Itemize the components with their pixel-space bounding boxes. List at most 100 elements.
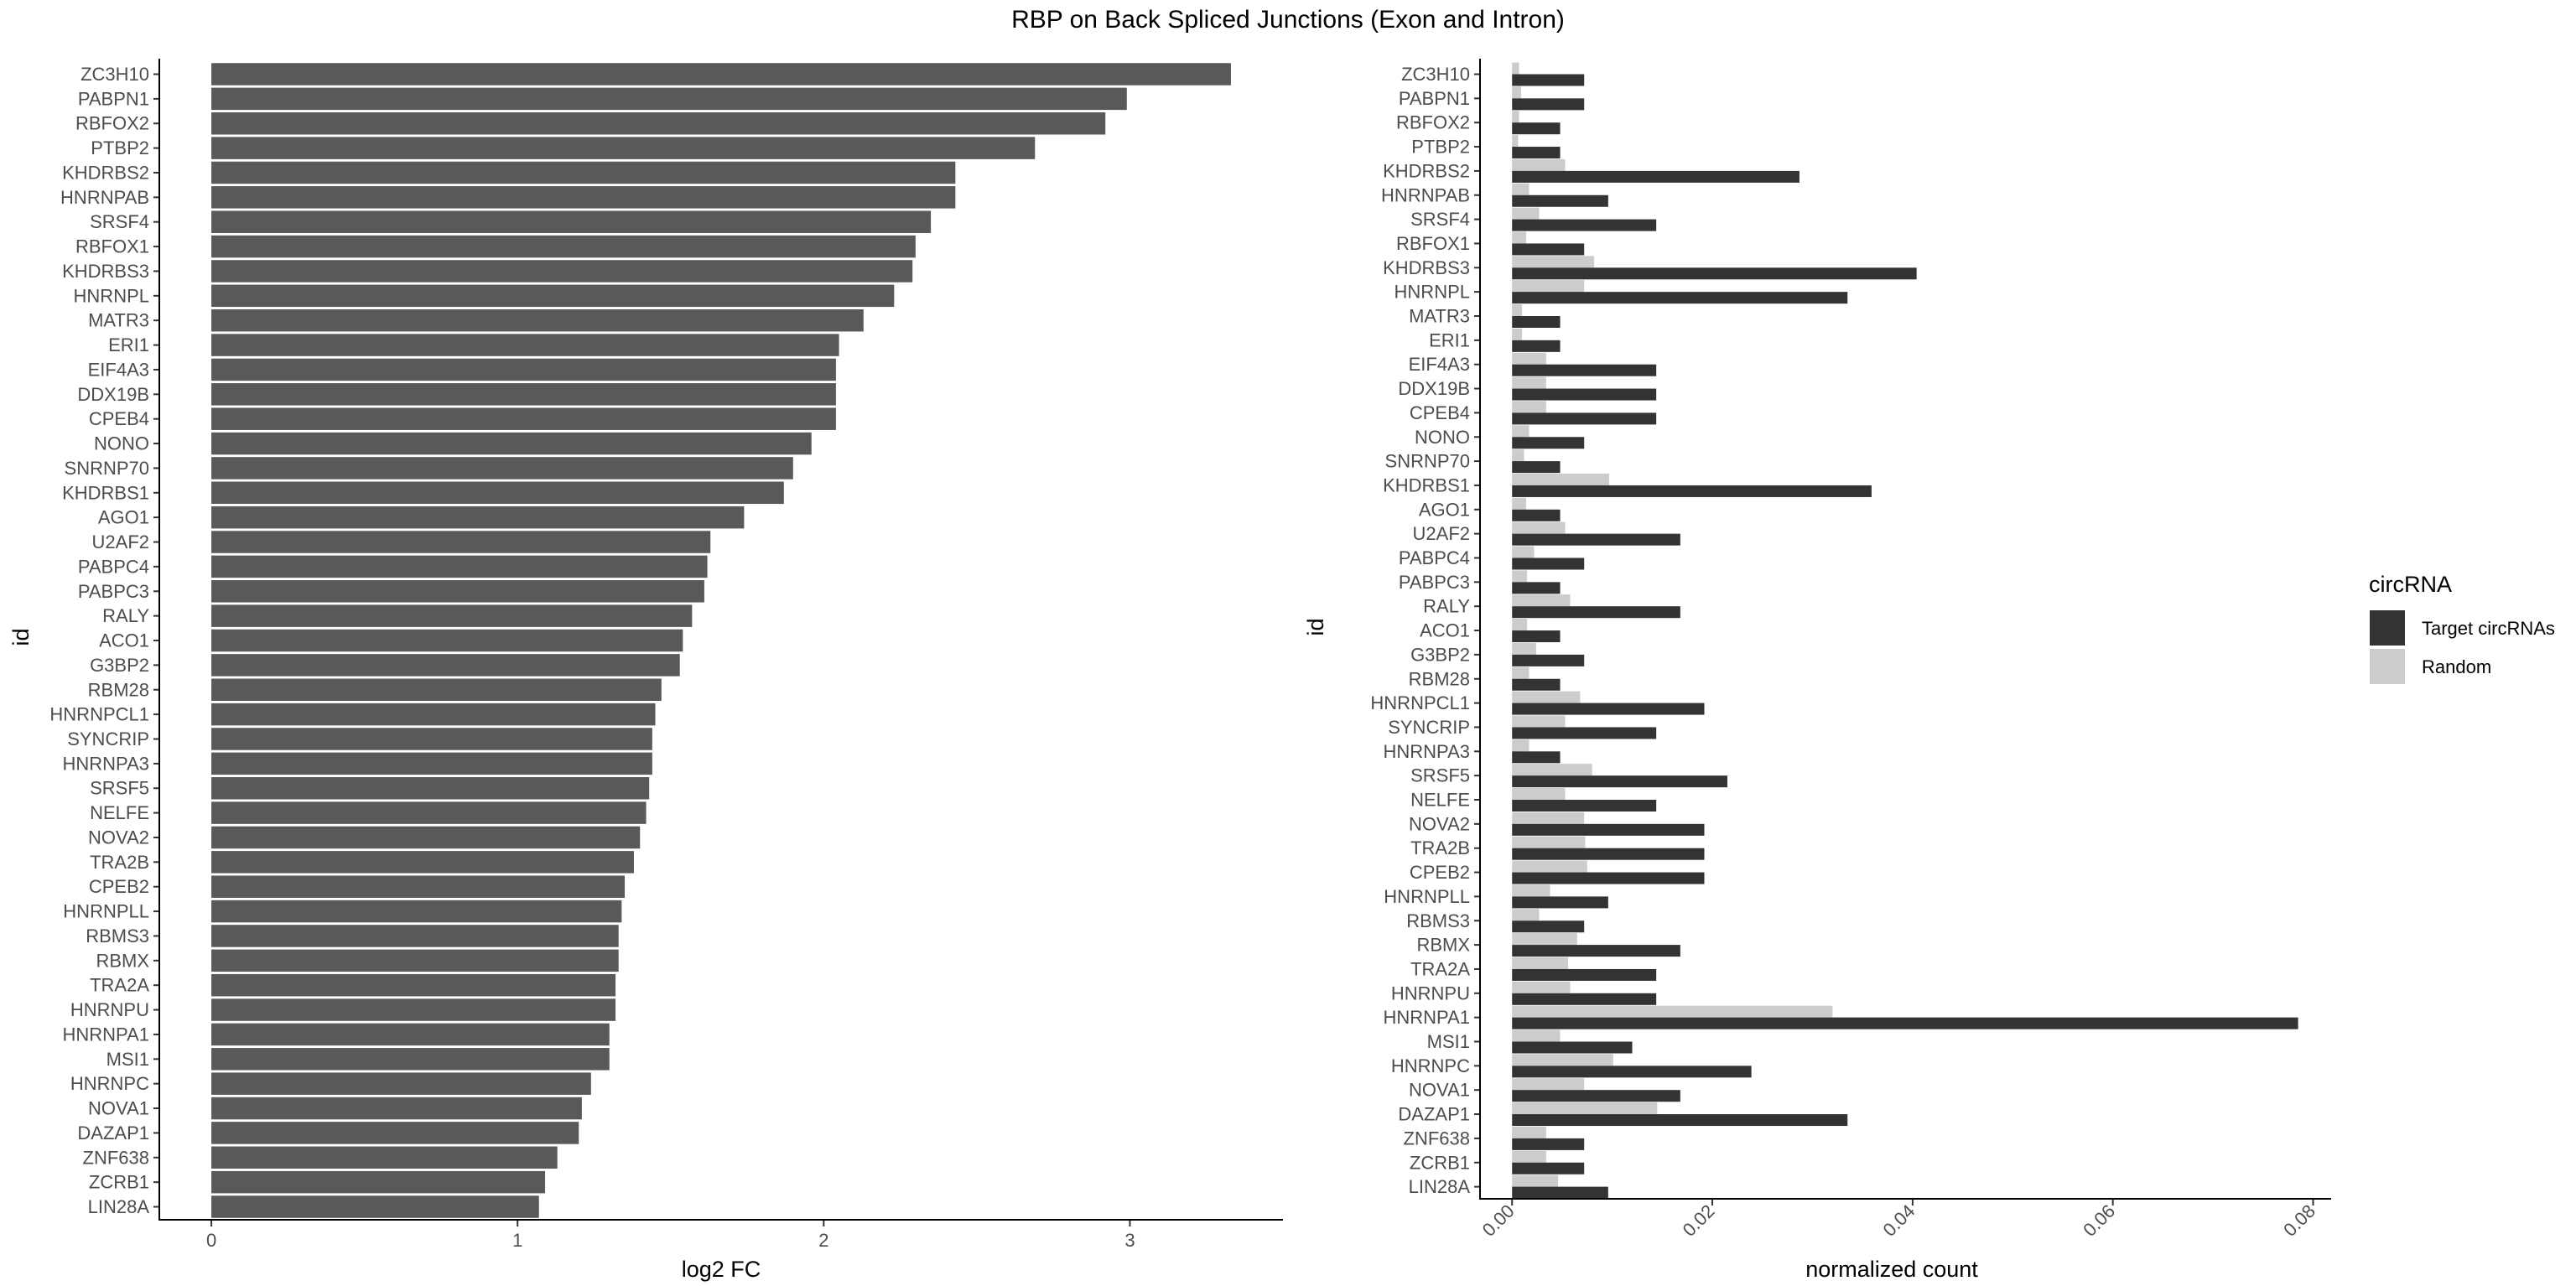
bar-KHDRBS1: [211, 481, 784, 505]
bar-target-U2AF2: [1512, 533, 1680, 546]
bar-target-RBM28: [1512, 678, 1561, 691]
bar-random-HNRNPA3: [1512, 739, 1530, 752]
bar-CPEB4: [211, 407, 836, 430]
y-tick-label: ACO1: [99, 630, 149, 651]
bar-ERI1: [211, 334, 839, 356]
bar-HNRNPU: [211, 998, 616, 1021]
y-tick-label: AGO1: [1419, 499, 1470, 520]
y-tick-label: SNRNP70: [1385, 451, 1470, 472]
bar-MATR3: [211, 309, 864, 332]
bar-random-KHDRBS3: [1512, 256, 1595, 268]
bar-U2AF2: [211, 531, 711, 553]
bar-target-PABPC3: [1512, 582, 1561, 594]
y-tick-label: ZC3H10: [1401, 64, 1470, 85]
bar-target-HNRNPA3: [1512, 751, 1561, 764]
bar-target-SRSF4: [1512, 219, 1657, 231]
legend-key-random: [2370, 649, 2405, 684]
y-tick-label: ZC3H10: [80, 64, 149, 85]
bar-NELFE: [211, 801, 647, 824]
bar-target-RBFOX1: [1512, 243, 1585, 256]
y-tick-label: DAZAP1: [77, 1123, 149, 1143]
bar-target-CPEB4: [1512, 412, 1657, 425]
bar-G3BP2: [211, 654, 680, 677]
x-tick-label: 2: [818, 1230, 828, 1251]
bar-target-MATR3: [1512, 316, 1561, 328]
y-tick-label: CPEB4: [1410, 402, 1470, 423]
y-tick-label: RBMS3: [1406, 910, 1470, 931]
bar-random-PABPC3: [1512, 570, 1528, 583]
y-tick-label: HNRNPAB: [1381, 184, 1470, 205]
bar-target-KHDRBS1: [1512, 485, 1872, 497]
bar-random-HNRNPCL1: [1512, 691, 1581, 703]
legend-label-random: Random: [2422, 656, 2491, 677]
bar-random-ZCRB1: [1512, 1150, 1546, 1163]
bar-NONO: [211, 432, 812, 455]
y-tick-label: NELFE: [90, 802, 149, 823]
left-y-tick-labels: ZC3H10 PABPN1 RBFOX2 PTBP2 KHDRBS2 HNRNPAB SRS…: [49, 64, 159, 1217]
bar-PTBP2: [211, 137, 1036, 159]
y-tick-label: RALY: [1423, 596, 1470, 617]
bar-random-ACO1: [1512, 619, 1528, 631]
bar-random-PABPC4: [1512, 546, 1535, 558]
y-tick-label: HNRNPL: [74, 285, 149, 306]
y-tick-label: DAZAP1: [1398, 1104, 1470, 1125]
y-tick-label: SNRNP70: [65, 458, 149, 479]
y-tick-label: HNRNPLL: [1384, 886, 1470, 907]
bar-random-ERI1: [1512, 328, 1523, 340]
y-tick-label: RBFOX1: [75, 236, 149, 257]
left-bars: [211, 63, 1231, 1218]
bar-random-SNRNP70: [1512, 449, 1524, 462]
bar-ZNF638: [211, 1146, 558, 1169]
bar-target-RBMS3: [1512, 920, 1585, 933]
bar-target-KHDRBS2: [1512, 170, 1800, 183]
y-tick-label: RALY: [102, 605, 149, 626]
y-tick-label: CPEB2: [89, 876, 149, 897]
bar-SNRNP70: [211, 457, 793, 480]
bar-random-HNRNPLL: [1512, 884, 1550, 897]
y-tick-label: SYNCRIP: [1388, 717, 1470, 738]
y-tick-label: RBMS3: [86, 926, 149, 946]
bar-HNRNPCL1: [211, 703, 656, 726]
bar-random-DDX19B: [1512, 376, 1546, 389]
y-tick-label: NOVA2: [88, 827, 149, 848]
x-tick-label: 1: [512, 1230, 522, 1251]
bar-random-G3BP2: [1512, 642, 1536, 655]
bar-target-HNRNPA1: [1512, 1017, 2298, 1029]
bar-random-NELFE: [1512, 788, 1566, 800]
bar-target-CPEB2: [1512, 872, 1705, 884]
bar-random-RALY: [1512, 594, 1571, 607]
bar-target-KHDRBS3: [1512, 267, 1917, 280]
y-tick-label: RBMX: [96, 950, 149, 971]
bar-target-ZC3H10: [1512, 74, 1585, 86]
y-tick-label: LIN28A: [88, 1196, 150, 1217]
bar-random-TRA2A: [1512, 957, 1569, 969]
bar-EIF4A3: [211, 358, 836, 381]
y-tick-label: PTBP2: [91, 137, 149, 158]
y-tick-label: SRSF5: [90, 778, 149, 799]
y-tick-label: SRSF4: [90, 211, 149, 232]
bar-random-ZNF638: [1512, 1126, 1546, 1138]
bar-random-RBFOX2: [1512, 111, 1519, 123]
legend-title: circRNA: [2369, 572, 2452, 597]
y-tick-label: KHDRBS1: [62, 482, 149, 503]
y-tick-label: MSI1: [1427, 1031, 1470, 1052]
bar-target-DDX19B: [1512, 388, 1657, 401]
bar-random-SRSF4: [1512, 207, 1540, 220]
bar-random-U2AF2: [1512, 521, 1566, 534]
bar-random-RBMS3: [1512, 909, 1540, 921]
bar-random-CPEB2: [1512, 860, 1587, 873]
right-x-axis-title: normalized count: [1805, 1257, 1978, 1282]
bar-random-RBFOX1: [1512, 231, 1526, 244]
y-tick-label: NOVA1: [88, 1098, 149, 1119]
bar-target-HNRNPC: [1512, 1066, 1752, 1078]
bar-random-HNRNPAB: [1512, 183, 1530, 195]
y-tick-label: HNRNPA1: [1383, 1007, 1470, 1028]
bar-target-TRA2B: [1512, 848, 1705, 860]
y-tick-label: TRA2A: [90, 975, 149, 996]
y-tick-label: DDX19B: [77, 384, 149, 405]
bar-KHDRBS2: [211, 161, 956, 184]
bar-random-MATR3: [1512, 304, 1523, 316]
bar-target-ZCRB1: [1512, 1162, 1585, 1175]
